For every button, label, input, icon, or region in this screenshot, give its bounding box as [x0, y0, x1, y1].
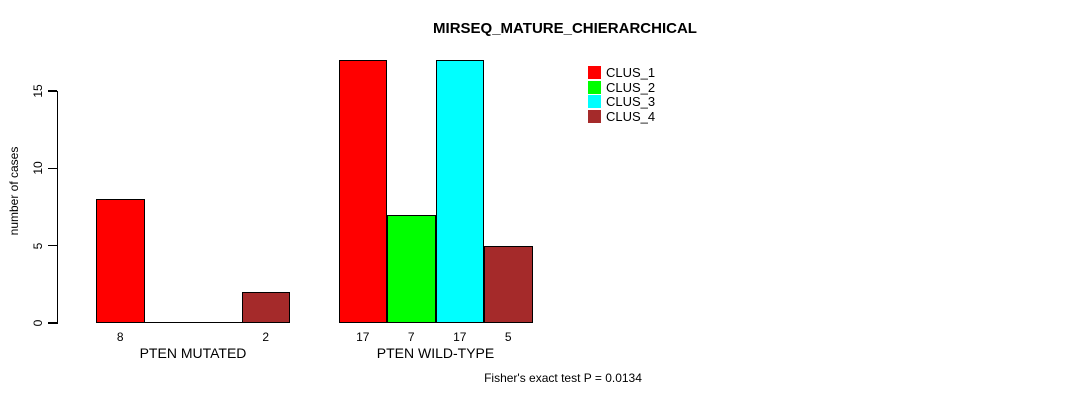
y-tick-mark: [47, 322, 57, 324]
y-tick-mark: [47, 167, 57, 170]
legend-swatch-clus_4: [588, 109, 601, 123]
bar-clus_2-2: [387, 214, 436, 323]
bar-clus_1-1: [96, 199, 145, 323]
bar-clus_2-1-zero: [144, 321, 193, 323]
bar-value-label: 2: [262, 330, 270, 344]
bar-value-label: 8: [116, 330, 124, 344]
chart-title: MIRSEQ_MATURE_CHIERARCHICAL: [433, 20, 697, 37]
bar-clus_3-2: [435, 60, 484, 323]
legend-swatch-clus_3: [588, 95, 601, 109]
category-label: PTEN MUTATED: [139, 345, 247, 361]
bar-clus_1-2: [338, 60, 387, 323]
bar-clus_4-2: [484, 245, 533, 323]
y-axis-title: number of cases: [7, 146, 21, 236]
bar-clus_4-1: [241, 292, 290, 323]
legend-label-clus_2: CLUS_2: [606, 79, 656, 95]
y-tick-label: 5: [31, 242, 45, 249]
y-tick-label: 0: [31, 319, 45, 327]
y-tick-mark: [47, 244, 57, 247]
bar-value-label: 17: [356, 330, 370, 344]
bar-value-label: 7: [407, 330, 415, 344]
category-label: PTEN WILD-TYPE: [376, 345, 495, 361]
legend-label-clus_1: CLUS_1: [606, 65, 656, 80]
legend-swatch-clus_1: [588, 66, 601, 79]
y-tick-label: 15: [31, 84, 45, 98]
bar-value-label: 17: [453, 330, 467, 344]
legend-label-clus_4: CLUS_4: [606, 108, 656, 124]
y-axis-line: [56, 90, 58, 324]
bar-clus_3-1-zero: [193, 321, 242, 323]
annotation-text: Fisher's exact test P = 0.0134: [484, 371, 642, 385]
y-tick-label: 10: [31, 161, 45, 176]
legend-label-clus_3: CLUS_3: [606, 94, 656, 110]
legend-swatch-clus_2: [588, 80, 601, 94]
y-tick-mark: [47, 90, 57, 92]
bar-value-label: 5: [504, 330, 512, 344]
